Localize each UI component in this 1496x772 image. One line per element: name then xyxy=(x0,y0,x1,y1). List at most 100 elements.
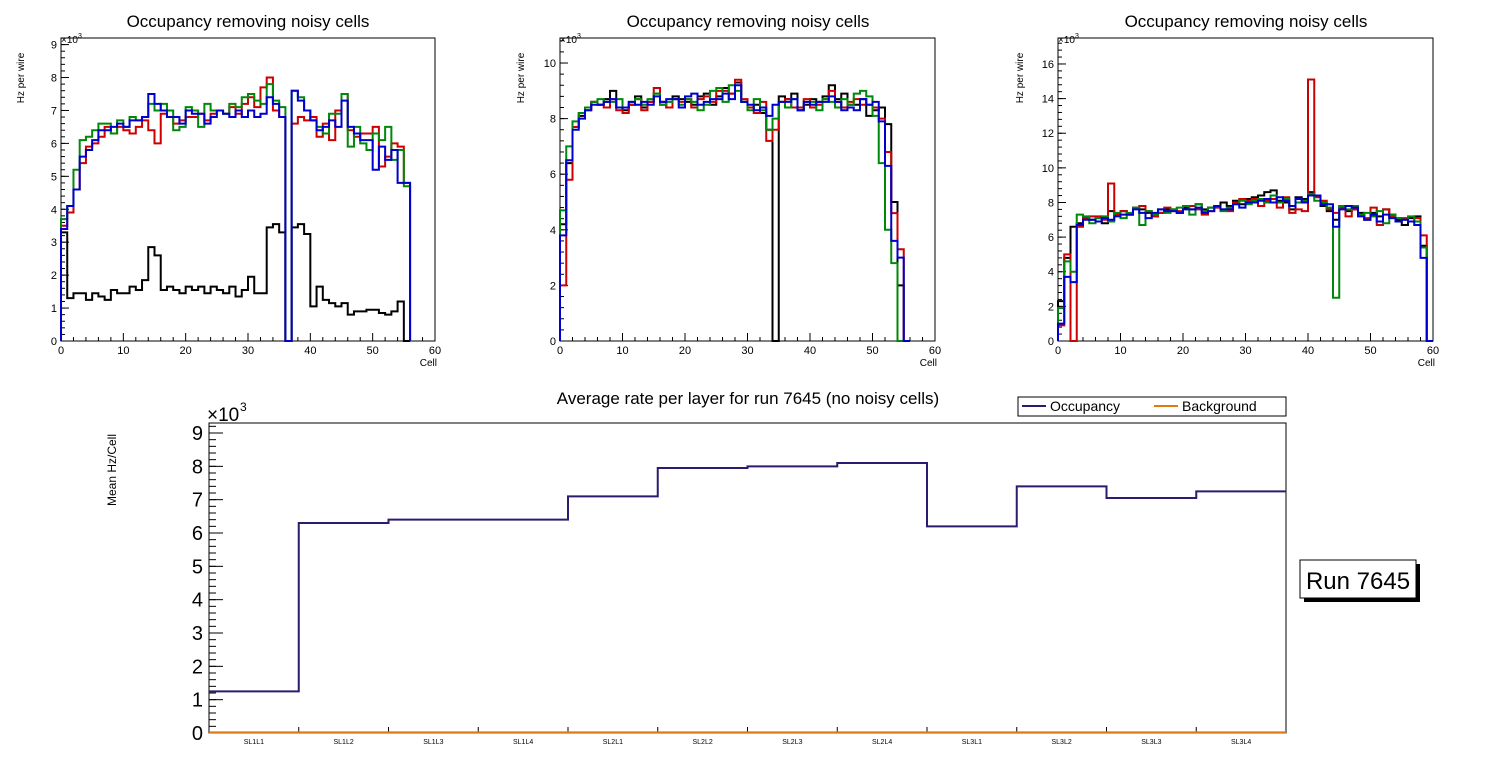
panel-sl3-ylabel: Hz per wire xyxy=(1015,52,1026,103)
category-label: SL1L3 xyxy=(423,739,443,746)
x-tick-label: 30 xyxy=(741,345,753,357)
y-tick-label: 8 xyxy=(192,456,203,478)
panel-sl1-exp-power: 3 xyxy=(78,33,82,40)
y-tick-label: 4 xyxy=(192,590,203,612)
y-tick-label: 14 xyxy=(1042,94,1054,106)
y-tick-label: 1 xyxy=(192,690,203,712)
x-tick-label: 30 xyxy=(242,345,254,357)
category-label: SL3L3 xyxy=(1141,739,1161,746)
x-tick-label: 0 xyxy=(557,345,563,357)
panel-sl1-title: Occupancy removing noisy cells xyxy=(127,12,370,31)
series-layer-2 xyxy=(559,78,910,342)
series-layer-3 xyxy=(559,84,910,342)
y-tick-label: 12 xyxy=(1042,128,1054,140)
legend-box xyxy=(1017,396,1287,417)
summary-frame xyxy=(208,422,1287,734)
run-annotation-box xyxy=(1299,559,1417,599)
x-tick-label: 50 xyxy=(1364,345,1376,357)
y-tick-label: 4 xyxy=(51,204,57,216)
y-tick-label: 7 xyxy=(51,105,57,117)
series-layer-3 xyxy=(1057,192,1433,342)
y-tick-label: 9 xyxy=(192,423,203,445)
panel-sl3-exp-base: ×10 xyxy=(1058,35,1075,46)
y-tick-label: 8 xyxy=(1048,197,1054,209)
panel-sl1-ylabel: Hz per wire xyxy=(16,52,27,103)
category-label: SL1L1 xyxy=(244,739,264,746)
x-tick-label: 30 xyxy=(1239,345,1251,357)
x-tick-label: 20 xyxy=(679,345,691,357)
x-tick-label: 0 xyxy=(1055,345,1061,357)
x-tick-label: 40 xyxy=(304,345,316,357)
x-tick-label: 40 xyxy=(1302,345,1314,357)
summary-legend: Occupancy Background xyxy=(1017,396,1287,417)
y-tick-label: 0 xyxy=(1048,336,1054,348)
y-tick-label: 3 xyxy=(51,237,57,249)
y-tick-label: 10 xyxy=(1042,163,1054,175)
run-annotation-text: Run 7645 xyxy=(1306,568,1410,595)
y-tick-label: 10 xyxy=(544,58,556,70)
category-label: SL1L4 xyxy=(513,739,533,746)
y-tick-label: 4 xyxy=(550,225,556,237)
series-layer-1 xyxy=(559,81,910,342)
panel-sl3-title: Occupancy removing noisy cells xyxy=(1125,12,1368,31)
y-tick-label: 0 xyxy=(550,336,556,348)
category-label: SL2L2 xyxy=(693,739,713,746)
x-tick-label: 10 xyxy=(117,345,129,357)
x-tick-label: 10 xyxy=(1114,345,1126,357)
summary-series-occupancy xyxy=(209,462,1286,693)
panel-sl2: Occupancy removing noisy cells Hz per wi… xyxy=(516,12,941,369)
summary-exp-base: ×10 xyxy=(207,405,239,426)
panel-sl3: Occupancy removing noisy cells Hz per wi… xyxy=(1015,12,1439,369)
y-tick-label: 8 xyxy=(51,73,57,85)
panel-sl2-title: Occupancy removing noisy cells xyxy=(627,12,870,31)
series-layer-4 xyxy=(60,89,412,342)
series-layer-4 xyxy=(559,84,910,342)
series-layer-1 xyxy=(60,223,411,342)
x-tick-label: 20 xyxy=(1177,345,1189,357)
x-tick-label: 60 xyxy=(429,345,441,357)
panel-sl1-exp-base: ×10 xyxy=(61,35,78,46)
y-tick-label: 9 xyxy=(51,40,57,52)
panel-sl2-ylabel: Hz per wire xyxy=(516,52,527,103)
category-label: SL2L1 xyxy=(603,739,623,746)
y-tick-label: 5 xyxy=(192,556,203,578)
panel-summary: Average rate per layer for run 7645 (no … xyxy=(105,389,1420,746)
panel-sl2-frame xyxy=(559,37,936,342)
y-tick-label: 2 xyxy=(1048,301,1054,313)
legend-occupancy-label: Occupancy xyxy=(1050,398,1120,414)
y-tick-label: 2 xyxy=(192,656,203,678)
run-annotation: Run 7645 xyxy=(1299,559,1420,602)
legend-background-label: Background xyxy=(1182,398,1257,414)
panel-sl1-xlabel: Cell xyxy=(420,358,437,369)
x-tick-label: 60 xyxy=(929,345,941,357)
y-tick-label: 16 xyxy=(1042,59,1054,71)
x-tick-label: 50 xyxy=(866,345,878,357)
category-label: SL3L2 xyxy=(1052,739,1072,746)
y-tick-label: 6 xyxy=(192,523,203,545)
y-tick-label: 0 xyxy=(51,336,57,348)
y-tick-label: 7 xyxy=(192,490,203,512)
x-tick-label: 0 xyxy=(58,345,64,357)
y-tick-label: 6 xyxy=(51,138,57,150)
y-tick-label: 2 xyxy=(51,270,57,282)
panel-sl2-exp-base: ×10 xyxy=(560,35,577,46)
summary-exp-power: 3 xyxy=(240,400,247,414)
y-tick-label: 1 xyxy=(51,303,57,315)
y-tick-label: 6 xyxy=(1048,232,1054,244)
category-label: SL1L2 xyxy=(334,739,354,746)
summary-title: Average rate per layer for run 7645 (no … xyxy=(557,389,939,408)
category-label: SL2L3 xyxy=(782,739,802,746)
y-tick-label: 6 xyxy=(550,169,556,181)
panel-sl3-xlabel: Cell xyxy=(1418,358,1435,369)
panel-sl1: Occupancy removing noisy cells Hz per wi… xyxy=(16,12,441,369)
panel-sl2-exp-power: 3 xyxy=(577,33,581,40)
x-tick-label: 50 xyxy=(367,345,379,357)
y-tick-label: 0 xyxy=(192,723,203,745)
y-tick-label: 3 xyxy=(192,623,203,645)
category-label: SL3L1 xyxy=(962,739,982,746)
y-tick-label: 2 xyxy=(550,280,556,292)
x-tick-label: 20 xyxy=(180,345,192,357)
y-tick-label: 8 xyxy=(550,114,556,126)
x-tick-label: 10 xyxy=(616,345,628,357)
